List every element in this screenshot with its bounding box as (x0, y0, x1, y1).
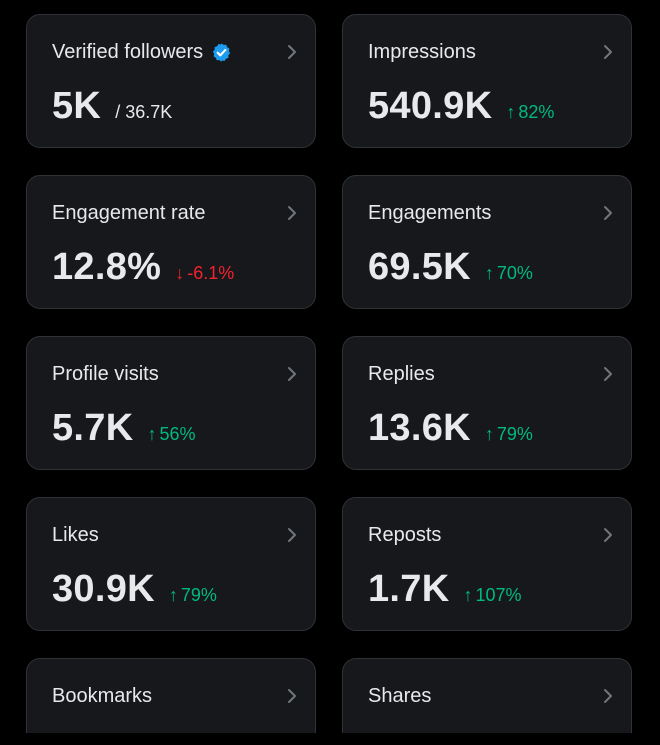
trend-delta: ↑ 70% (485, 263, 533, 284)
chevron-right-icon (288, 528, 296, 542)
metric-value: 1.7K (368, 568, 450, 610)
card-replies[interactable]: Replies 13.6K ↑ 79% (342, 336, 632, 470)
card-label-text: Shares (368, 685, 432, 707)
card-impressions[interactable]: Impressions 540.9K ↑ 82% (342, 14, 632, 148)
card-label: Shares (368, 685, 431, 708)
arrow-up-icon: ↑ (463, 585, 473, 605)
delta-value: 79% (496, 424, 533, 444)
chevron-right-icon (604, 367, 612, 381)
bottom-edge (0, 733, 660, 745)
card-label: Reposts (368, 524, 441, 547)
trend-delta: ↑ 56% (147, 424, 195, 445)
card-label: Likes (52, 524, 99, 547)
card-label-text: Reposts (368, 524, 442, 546)
value-row: 1.7K ↑ 107% (368, 568, 522, 611)
card-label: Verified followers (52, 41, 232, 64)
card-profile-visits[interactable]: Profile visits 5.7K ↑ 56% (26, 336, 316, 470)
metric-value: 12.8% (52, 246, 162, 288)
arrow-up-icon: ↑ (168, 585, 178, 605)
card-shares[interactable]: Shares (342, 658, 632, 745)
card-label: Impressions (368, 41, 476, 64)
card-label: Engagement rate (52, 202, 205, 225)
card-label-text: Likes (52, 524, 99, 546)
card-label-text: Replies (368, 363, 435, 385)
metric-value: 5.7K (52, 407, 134, 449)
delta-value: 70% (496, 263, 533, 283)
card-label: Profile visits (52, 363, 159, 386)
trend-delta: ↑ 79% (169, 585, 217, 606)
delta-value: -6.1% (187, 263, 235, 283)
card-engagements[interactable]: Engagements 69.5K ↑ 70% (342, 175, 632, 309)
metric-total: / 36.7K (115, 102, 173, 122)
card-label-text: Bookmarks (52, 685, 153, 707)
value-row: 5.7K ↑ 56% (52, 407, 196, 450)
metric-value: 540.9K (368, 85, 493, 127)
delta-value: 56% (159, 424, 196, 444)
card-label: Bookmarks (52, 685, 152, 708)
delta-value: 107% (475, 585, 522, 605)
card-reposts[interactable]: Reposts 1.7K ↑ 107% (342, 497, 632, 631)
chevron-right-icon (288, 45, 296, 59)
delta-value: 82% (518, 102, 555, 122)
metric-value: 13.6K (368, 407, 471, 449)
card-label-text: Profile visits (52, 363, 159, 385)
delta-value: 79% (180, 585, 217, 605)
metric-value: 30.9K (52, 568, 155, 610)
arrow-up-icon: ↑ (506, 102, 516, 122)
card-bookmarks[interactable]: Bookmarks (26, 658, 316, 745)
card-engagement-rate[interactable]: Engagement rate 12.8% ↓ -6.1% (26, 175, 316, 309)
chevron-right-icon (604, 689, 612, 703)
trend-delta: ↓ -6.1% (175, 263, 234, 284)
card-label-text: Engagements (368, 202, 492, 224)
arrow-up-icon: ↑ (484, 263, 494, 283)
card-label-text: Verified followers (52, 41, 204, 63)
trend-delta: ↑ 107% (463, 585, 521, 606)
value-row: 13.6K ↑ 79% (368, 407, 533, 450)
metric-value: 5K (52, 85, 102, 127)
card-likes[interactable]: Likes 30.9K ↑ 79% (26, 497, 316, 631)
chevron-right-icon (288, 206, 296, 220)
arrow-up-icon: ↑ (147, 424, 157, 444)
trend-delta: ↑ 82% (506, 102, 554, 123)
value-row: 540.9K ↑ 82% (368, 85, 554, 128)
arrow-up-icon: ↑ (484, 424, 494, 444)
card-verified-followers[interactable]: Verified followers 5K / 36.7K (26, 14, 316, 148)
value-row: 12.8% ↓ -6.1% (52, 246, 234, 289)
card-label-text: Impressions (368, 41, 476, 63)
value-row: 69.5K ↑ 70% (368, 246, 533, 289)
chevron-right-icon (288, 689, 296, 703)
value-row: 30.9K ↑ 79% (52, 568, 217, 611)
trend-delta: ↑ 79% (485, 424, 533, 445)
value-row: 5K / 36.7K (52, 85, 172, 128)
card-label-text: Engagement rate (52, 202, 206, 224)
chevron-right-icon (288, 367, 296, 381)
verified-badge-icon (213, 43, 231, 62)
chevron-right-icon (604, 45, 612, 59)
chevron-right-icon (604, 206, 612, 220)
card-label: Replies (368, 363, 435, 386)
chevron-right-icon (604, 528, 612, 542)
card-label: Engagements (368, 202, 491, 225)
metric-value: 69.5K (368, 246, 471, 288)
arrow-down-icon: ↓ (175, 263, 185, 283)
